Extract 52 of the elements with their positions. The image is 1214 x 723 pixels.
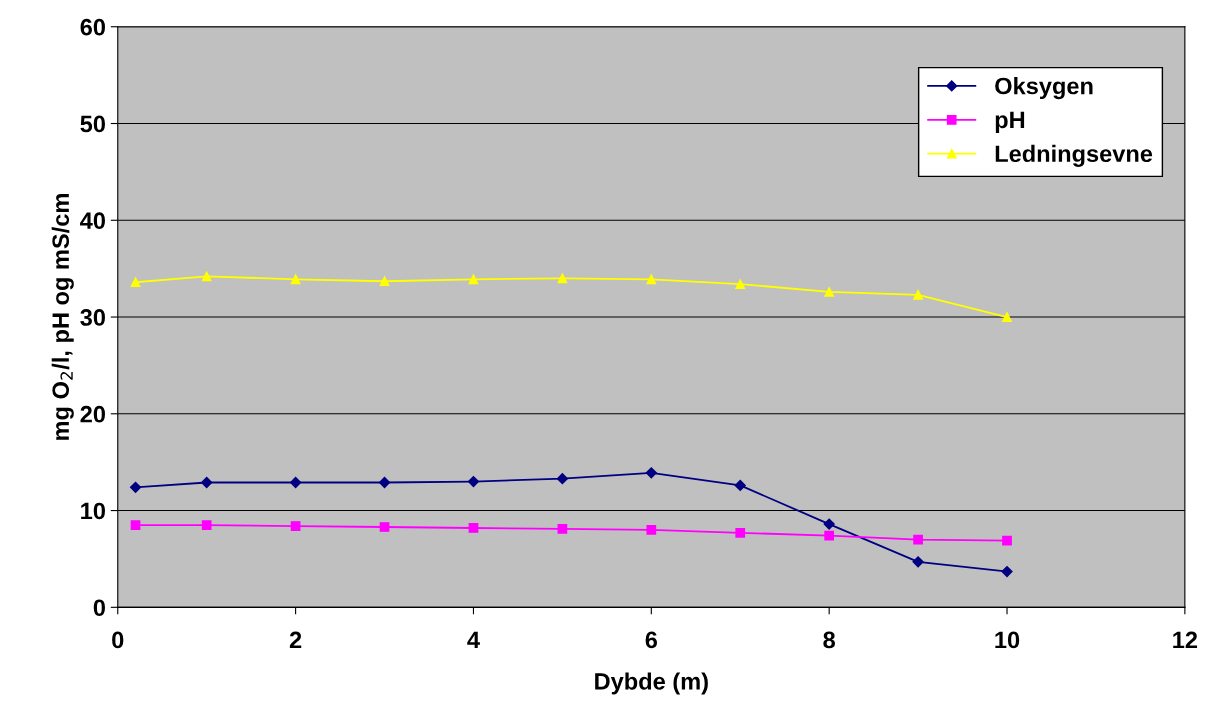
y-tick-label: 60 xyxy=(80,18,105,36)
point xyxy=(557,273,568,284)
x-tick-label: 4 xyxy=(467,631,480,649)
point xyxy=(290,476,302,489)
y-tick-label: 0 xyxy=(93,599,105,617)
point xyxy=(201,520,212,530)
point xyxy=(290,274,301,285)
x-tick-label: 0 xyxy=(112,631,124,649)
y-tick-label: 40 xyxy=(80,212,105,230)
point xyxy=(823,518,835,530)
point xyxy=(468,523,479,533)
point xyxy=(1001,565,1013,578)
point xyxy=(735,527,746,538)
point xyxy=(379,522,390,532)
point xyxy=(1002,535,1012,546)
point xyxy=(468,274,479,285)
x-axis-title: Dybde (m) xyxy=(595,672,708,695)
point xyxy=(130,520,141,530)
point xyxy=(467,475,480,488)
point xyxy=(735,279,746,289)
point xyxy=(201,476,213,489)
point xyxy=(646,525,657,535)
point xyxy=(379,276,390,287)
point xyxy=(646,274,657,285)
point xyxy=(912,556,924,568)
point xyxy=(824,530,835,541)
point xyxy=(645,467,657,479)
y-axis-title: mg O$_{2}$/l, pH og mS/cm xyxy=(51,194,74,440)
x-tick-label: 8 xyxy=(823,631,835,649)
point xyxy=(556,473,568,485)
x-tick-label: 6 xyxy=(645,631,658,649)
point xyxy=(130,277,141,288)
x-tick-label: 12 xyxy=(1173,631,1198,649)
y-tick-label: 10 xyxy=(81,502,105,520)
legend-label: Oksygen xyxy=(995,77,1093,100)
y-tick-label: 30 xyxy=(80,309,105,326)
point xyxy=(290,521,301,531)
legend-label: Ledningsevne xyxy=(995,144,1153,167)
point xyxy=(824,287,835,297)
y-tick-label: 50 xyxy=(80,115,105,133)
x-tick-label: 2 xyxy=(289,631,302,649)
x-tick-label: 10 xyxy=(995,631,1020,649)
point xyxy=(557,524,568,534)
point xyxy=(1002,312,1012,322)
point xyxy=(201,271,212,282)
point xyxy=(129,481,142,493)
legend-label: pH xyxy=(995,111,1025,133)
point xyxy=(734,479,746,492)
point xyxy=(913,534,923,545)
point xyxy=(378,476,391,489)
point xyxy=(913,289,923,300)
y-tick-label: 20 xyxy=(80,405,105,423)
